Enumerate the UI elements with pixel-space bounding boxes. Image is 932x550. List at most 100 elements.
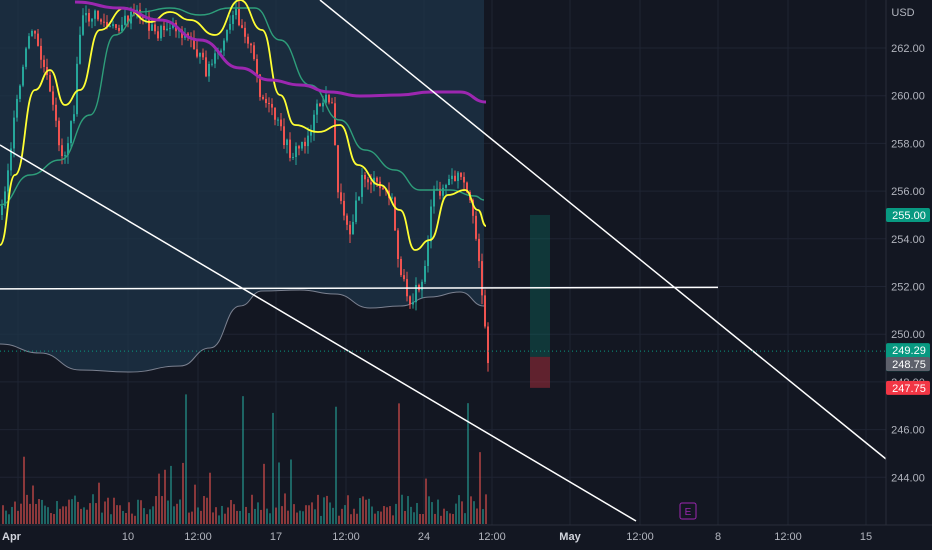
candle-body (22, 66, 24, 86)
drawn-lines[interactable] (0, 0, 887, 522)
volume-bar (98, 482, 100, 524)
candle-body (106, 22, 108, 27)
candle-body (286, 139, 288, 146)
candle-body (19, 85, 21, 99)
candle-body (310, 131, 312, 136)
volume-bar (317, 494, 319, 524)
x-tick-label: May (559, 531, 581, 543)
volume-bar (26, 494, 28, 524)
candle-body (208, 63, 210, 77)
volume-bar (383, 506, 385, 524)
candle-body (232, 15, 234, 24)
volume-bar (233, 504, 235, 524)
candle-body (460, 172, 462, 177)
long-position-tool[interactable] (530, 214, 550, 388)
target-price-tag: 255.00 (892, 210, 926, 222)
volume-bar (461, 501, 463, 524)
volume-bar (350, 514, 352, 524)
volume-bar (8, 514, 10, 524)
volume-bar (395, 503, 397, 524)
lower-channel-line[interactable] (0, 144, 637, 522)
time-axis[interactable]: Apr 10 12:00 17 12:00 24 12:00 May 12:00 8 12:00 15 (0, 524, 932, 550)
candle-body (259, 74, 261, 97)
volume-bar (77, 501, 79, 524)
candle-body (40, 45, 42, 60)
candle-body (37, 33, 39, 46)
volume-bar (29, 503, 31, 524)
volume-bar (296, 512, 298, 524)
candle-body (1, 205, 3, 215)
candle-body (151, 24, 153, 31)
volume-bar (293, 504, 295, 524)
volume-bar (2, 505, 4, 524)
candle-body (43, 59, 45, 67)
candle-body (382, 188, 384, 190)
candle-body (223, 40, 225, 51)
candle-body (211, 63, 213, 65)
candle-body (292, 157, 294, 159)
candle-body (70, 121, 72, 144)
volume-bar (62, 506, 64, 524)
candle-body (244, 27, 246, 37)
volume-bar (332, 507, 334, 524)
x-tick-label: 12:00 (332, 531, 360, 543)
volume-bar (440, 515, 442, 524)
candle-body (88, 13, 90, 22)
y-tick-label: 246.00 (891, 425, 925, 437)
volume-bar (164, 469, 166, 524)
candle-body (79, 34, 81, 64)
candle-body (97, 10, 99, 20)
candle-body (337, 145, 339, 193)
candle-body (424, 265, 426, 282)
volume-bar (230, 499, 232, 524)
volume-bar (122, 510, 124, 524)
candle-body (265, 98, 267, 104)
candle-body (238, 8, 240, 26)
candle-body (343, 200, 345, 216)
candle-body (331, 102, 333, 104)
volume-bar (209, 472, 211, 524)
volume-bar (371, 506, 373, 524)
price-axis[interactable]: USD244.00246.00248.00250.00252.00254.002… (885, 0, 932, 550)
candle-body (397, 230, 399, 259)
volume-bar (218, 515, 220, 524)
candle-body (262, 96, 264, 99)
candle-body (280, 119, 282, 127)
volume-bar (38, 498, 40, 524)
volume-bar (206, 497, 208, 524)
candle-body (370, 182, 372, 185)
earnings-marker[interactable]: E (679, 502, 697, 520)
volume-bar (221, 505, 223, 524)
y-tick-label: 250.00 (891, 329, 925, 341)
volume-bar (17, 510, 19, 524)
horizontal-line[interactable] (0, 286, 719, 290)
upper-channel-line[interactable] (319, 0, 887, 460)
volume-bar (326, 495, 328, 524)
candle-body (256, 59, 258, 75)
volume-bar (203, 496, 205, 524)
earnings-icon[interactable] (679, 502, 697, 520)
entry-price-tag-bg (886, 357, 930, 372)
stop-price-tag-bg (886, 380, 930, 395)
volume-bar (224, 513, 226, 524)
volume-bar (443, 508, 445, 524)
candle-body (349, 224, 351, 235)
volume-bar (284, 493, 286, 524)
position-stop-zone[interactable] (530, 356, 550, 388)
position-target-zone[interactable] (530, 214, 550, 357)
candle-body (364, 174, 366, 180)
volume-bar (464, 513, 466, 524)
candle-body (118, 27, 120, 31)
volume-bar (410, 506, 412, 524)
volume-bar (347, 495, 349, 524)
volume-bar (113, 497, 115, 524)
volume-bar (338, 515, 340, 524)
volume-bar (50, 513, 52, 524)
candle-body (328, 94, 330, 103)
candle-body (91, 18, 93, 22)
candle-body (427, 241, 429, 266)
candle-body (430, 206, 432, 242)
volume-bar (413, 512, 415, 524)
